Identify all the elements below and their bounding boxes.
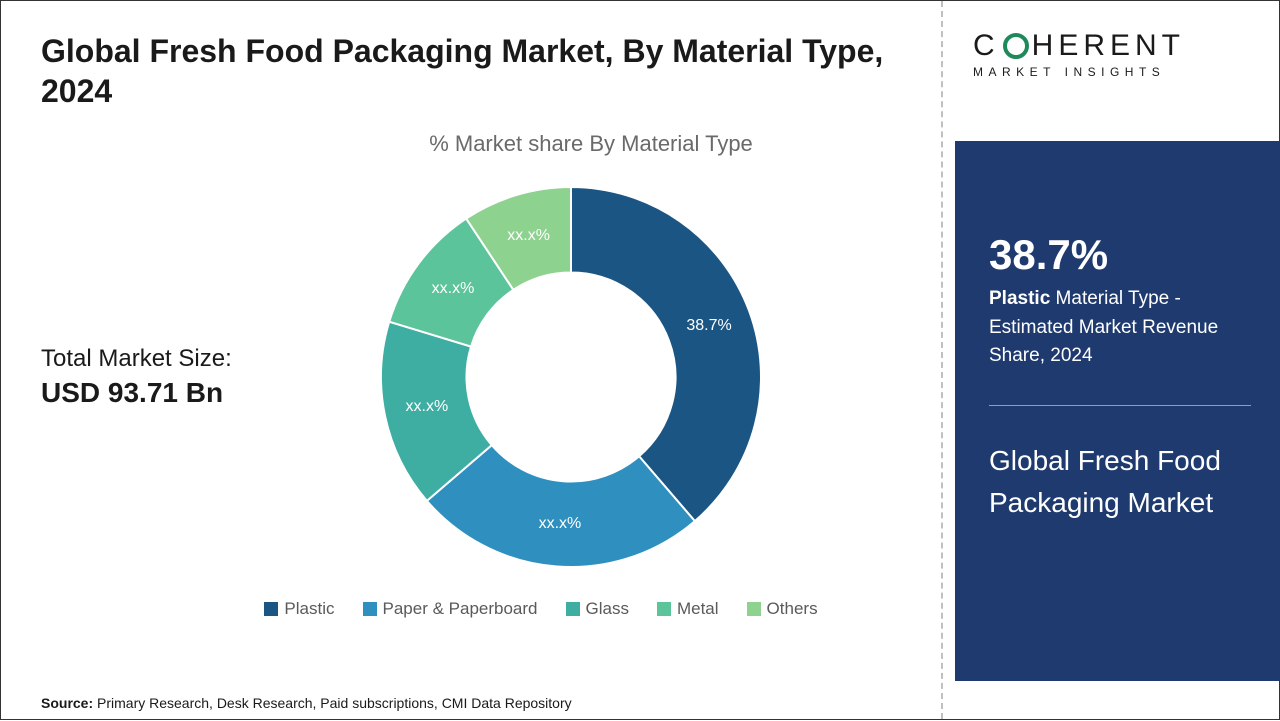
slice-label: 38.7% <box>686 317 731 335</box>
market-size-value: USD 93.71 Bn <box>41 377 341 409</box>
legend-label: Glass <box>586 599 629 619</box>
market-size-label: Total Market Size: <box>41 345 341 373</box>
legend-swatch <box>657 602 671 616</box>
legend-label: Plastic <box>284 599 334 619</box>
legend-label: Paper & Paperboard <box>383 599 538 619</box>
slice-label: xx.x% <box>507 227 550 245</box>
logo-o-icon <box>1003 33 1029 59</box>
source-prefix: Source: <box>41 695 93 711</box>
donut-chart: 38.7% xx.x% xx.x% xx.x% xx.x% <box>361 167 781 587</box>
chart-subtitle: % Market share By Material Type <box>261 131 921 157</box>
legend-item: Plastic <box>264 599 334 619</box>
source-text: Primary Research, Desk Research, Paid su… <box>93 695 572 711</box>
content-row: Total Market Size: USD 93.71 Bn 38.7% xx.… <box>41 167 921 587</box>
legend-item: Others <box>747 599 818 619</box>
legend-label: Metal <box>677 599 719 619</box>
legend-item: Paper & Paperboard <box>363 599 538 619</box>
right-panel: C HERENT MARKET INSIGHTS 38.7% Plastic Ma… <box>943 1 1280 721</box>
logo-line1: C HERENT <box>973 29 1261 63</box>
legend-swatch <box>363 602 377 616</box>
slice-label: xx.x% <box>406 398 449 416</box>
logo: C HERENT MARKET INSIGHTS <box>943 1 1280 79</box>
main-content: Global Fresh Food Packaging Market, By M… <box>1 1 941 721</box>
page-title: Global Fresh Food Packaging Market, By M… <box>41 31 921 111</box>
source-line: Source: Primary Research, Desk Research,… <box>41 695 572 711</box>
logo-line2: MARKET INSIGHTS <box>973 65 1261 79</box>
legend-swatch <box>264 602 278 616</box>
logo-c: C <box>973 29 1000 63</box>
donut-slice-plastic <box>571 187 761 521</box>
logo-rest: HERENT <box>1032 29 1185 63</box>
slice-label: xx.x% <box>539 515 582 533</box>
slice-label: xx.x% <box>432 280 475 298</box>
legend-item: Metal <box>657 599 719 619</box>
legend-item: Glass <box>566 599 629 619</box>
market-size-block: Total Market Size: USD 93.71 Bn <box>41 345 361 409</box>
highlight-divider <box>989 405 1251 406</box>
highlight-percent: 38.7% <box>989 231 1251 279</box>
legend-label: Others <box>767 599 818 619</box>
legend-swatch <box>747 602 761 616</box>
chart-legend: Plastic Paper & Paperboard Glass Metal Other… <box>161 599 921 619</box>
market-name: Global Fresh Food Packaging Market <box>989 440 1251 524</box>
highlight-bold: Plastic <box>989 288 1050 309</box>
highlight-panel: 38.7% Plastic Material Type - Estimated … <box>955 141 1280 681</box>
legend-swatch <box>566 602 580 616</box>
highlight-description: Plastic Material Type - Estimated Market… <box>989 285 1251 371</box>
